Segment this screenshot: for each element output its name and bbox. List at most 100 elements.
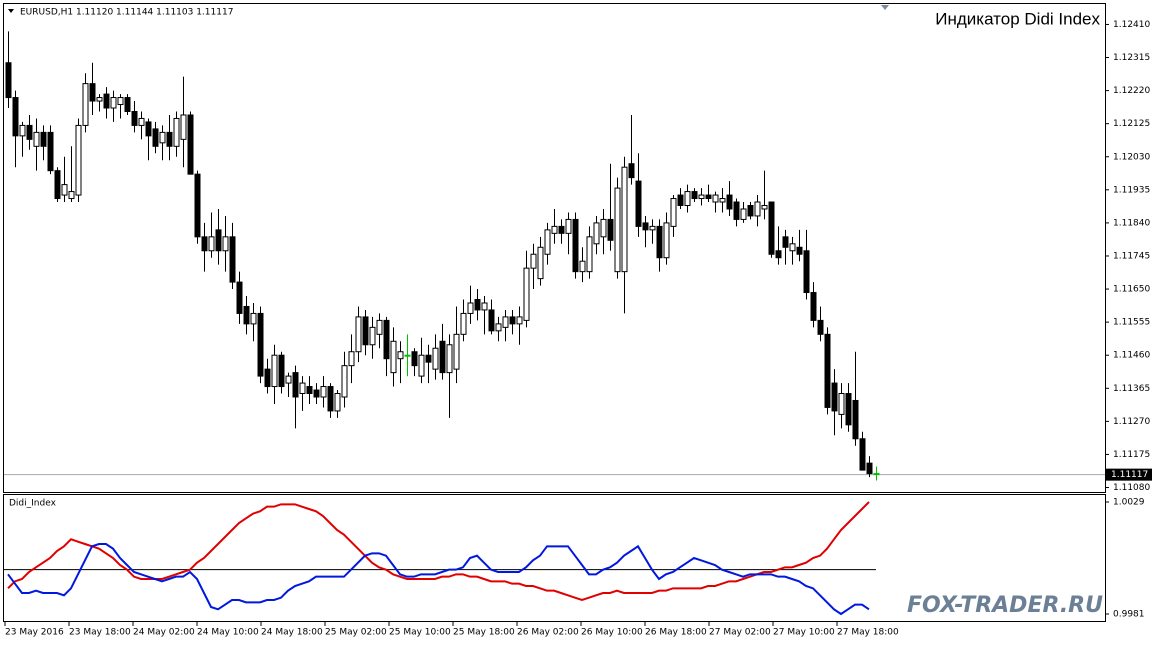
candle-body (327, 386, 334, 412)
x-tick-label: 25 May 02:00 (325, 628, 387, 638)
candle-body (54, 170, 61, 200)
candle-body (278, 354, 285, 388)
candle-body (859, 438, 866, 471)
candle-body (558, 225, 565, 234)
x-tick-label: 26 May 10:00 (581, 628, 643, 638)
candle-body (180, 114, 187, 140)
candle-body (313, 389, 320, 398)
candle-body (593, 222, 600, 245)
candle-body (873, 473, 880, 476)
candle-body (418, 354, 425, 377)
candle-body (572, 218, 579, 273)
candle-body (12, 97, 19, 137)
candle-body (131, 110, 138, 126)
candle-body (460, 312, 467, 335)
candle-body (47, 131, 54, 172)
indicator-line (7, 501, 870, 602)
candle-body (75, 124, 82, 196)
candle-body (292, 372, 299, 398)
candle-body (166, 131, 173, 147)
candle-body (663, 222, 670, 259)
candle-body (187, 114, 194, 175)
candle-body (334, 393, 341, 412)
candle-body (432, 347, 439, 370)
candle-body (40, 131, 47, 147)
candle-body (474, 299, 481, 311)
y-tick-label: 1.11460 (1113, 351, 1150, 361)
symbol-header: EURUSD,H1 1.11120 1.11144 1.11103 1.1111… (20, 8, 233, 18)
candle-body (733, 201, 740, 220)
y-tick-label: 1.11365 (1113, 384, 1150, 394)
candle-body (831, 382, 838, 412)
candle-body (348, 351, 355, 367)
candle-body (740, 208, 747, 220)
candle-body (530, 253, 537, 269)
candle-body (670, 198, 677, 227)
price-panel (3, 3, 1106, 493)
chart-title: Индикатор Didi Index (935, 9, 1100, 28)
y-tick-label: 1.12030 (1113, 152, 1150, 162)
candle-body (243, 305, 250, 325)
candle-body (607, 218, 614, 241)
candle-body (201, 236, 208, 252)
x-tick-label: 27 May 10:00 (773, 628, 835, 638)
candle-body (222, 236, 229, 252)
candle-body (341, 365, 348, 398)
candle-body (775, 250, 782, 259)
x-tick-label: 26 May 18:00 (645, 628, 707, 638)
candle-body (705, 194, 712, 200)
candle-body (845, 393, 852, 426)
candle-body (649, 225, 656, 231)
menu-arrow[interactable] (8, 9, 14, 13)
candle-body (677, 194, 684, 206)
candle-body (565, 218, 572, 234)
candle-body (502, 316, 509, 328)
candle-body (33, 131, 40, 147)
y-tick-label: 1.11650 (1113, 285, 1150, 295)
candle-body (425, 354, 432, 363)
candle-body (320, 386, 327, 398)
candle-body (726, 194, 733, 210)
candle-body (656, 225, 663, 259)
candle-body (768, 201, 775, 255)
candle-body (61, 184, 68, 196)
x-tick-label: 27 May 02:00 (709, 628, 771, 638)
candle-body (761, 204, 768, 210)
candle-body (509, 316, 516, 325)
candle-body (5, 62, 12, 99)
y-tick-label: 1.11935 (1113, 185, 1150, 195)
candle-body (642, 222, 649, 231)
candle-body (89, 83, 96, 102)
candle-body (152, 128, 159, 147)
x-tick-label: 23 May 2016 (5, 628, 64, 638)
candle-body (621, 166, 628, 273)
x-tick-label: 27 May 18:00 (837, 628, 899, 638)
candle-body (614, 187, 621, 273)
indicator-title: Didi_Index (9, 499, 57, 509)
indicator-line (7, 543, 870, 616)
candle-body (250, 312, 257, 325)
x-tick-label: 24 May 18:00 (261, 628, 323, 638)
candle-body (411, 351, 418, 367)
y-tick-label: 1.11080 (1113, 483, 1150, 493)
candle-body (19, 124, 26, 137)
candle-body (544, 229, 551, 255)
candle-body (747, 204, 754, 217)
candle-body (257, 312, 264, 377)
candle-body (173, 117, 180, 147)
candle-body (383, 319, 390, 360)
candle-body (369, 326, 376, 346)
candle-body (229, 236, 236, 283)
candle-body (306, 386, 313, 395)
candle-body (145, 121, 152, 137)
candle-body (117, 97, 124, 106)
candle-body (299, 382, 306, 395)
candle-body (852, 399, 859, 440)
y-tick-label: 1.11270 (1113, 417, 1150, 427)
candle-body (82, 83, 89, 126)
indicator-panel (3, 494, 1106, 622)
candle-body (803, 250, 810, 294)
candle-body (635, 180, 642, 227)
shift-marker[interactable] (881, 5, 889, 10)
